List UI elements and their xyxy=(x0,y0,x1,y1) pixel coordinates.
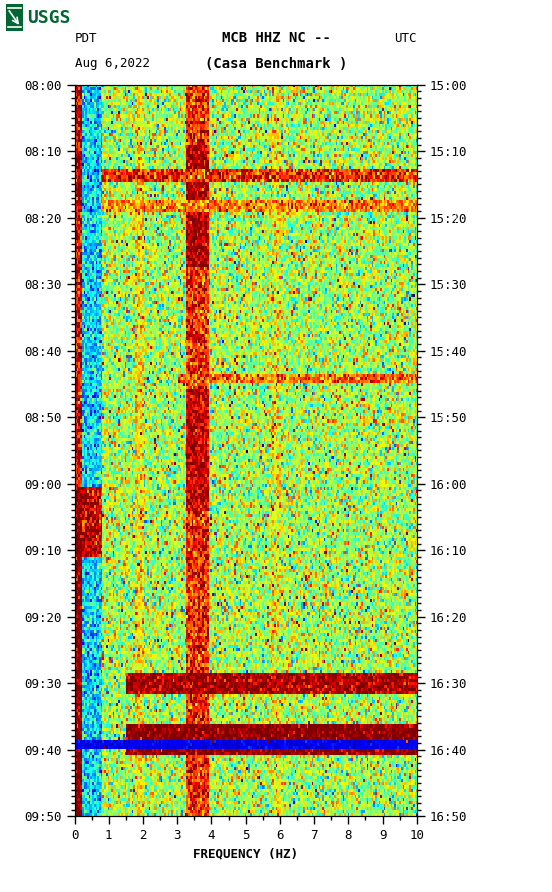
Text: (Casa Benchmark ): (Casa Benchmark ) xyxy=(205,56,347,70)
FancyBboxPatch shape xyxy=(6,4,23,31)
Text: MCB HHZ NC --: MCB HHZ NC -- xyxy=(221,31,331,45)
Text: PDT: PDT xyxy=(75,31,97,45)
X-axis label: FREQUENCY (HZ): FREQUENCY (HZ) xyxy=(193,848,298,861)
Text: UTC: UTC xyxy=(394,31,417,45)
Text: USGS: USGS xyxy=(26,9,70,27)
Text: Aug 6,2022: Aug 6,2022 xyxy=(75,57,150,70)
